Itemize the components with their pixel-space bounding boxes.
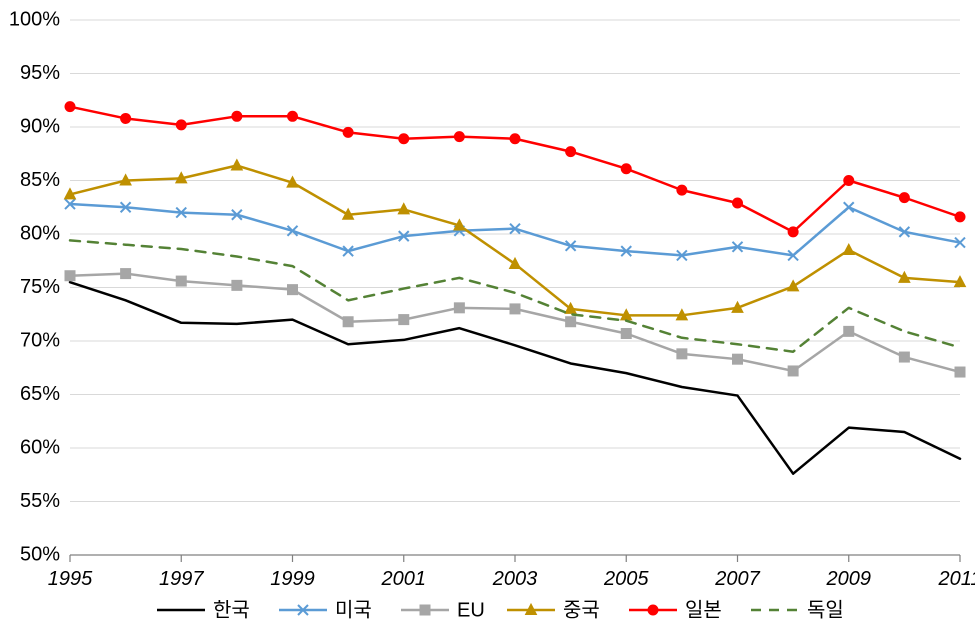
x-tick-label: 1995 — [48, 568, 93, 590]
legend-label: EU — [457, 599, 485, 621]
x-tick-label: 1999 — [270, 568, 315, 590]
chart-svg: 50% 55% 60% 65% 70% 75% 80% 85% 90% 95% 100% 1995 19… — [0, 0, 975, 637]
y-tick-label: 85% — [20, 169, 60, 191]
legend-label: 미국 — [335, 598, 372, 621]
line-chart: 50% 55% 60% 65% 70% 75% 80% 85% 90% 95% 100% 1995 19… — [0, 0, 975, 637]
y-tick-label: 65% — [20, 383, 60, 405]
x-tick-label: 2001 — [381, 568, 427, 590]
x-tick-label: 2011 — [937, 568, 975, 590]
y-tick-label: 100% — [9, 8, 60, 30]
y-tick-label: 50% — [20, 543, 60, 565]
y-tick-label: 75% — [20, 276, 60, 298]
x-tick-label: 1997 — [159, 568, 204, 590]
y-tick-label: 95% — [20, 62, 60, 84]
legend-label: 한국 — [213, 598, 250, 621]
y-tick-label: 90% — [20, 115, 60, 137]
x-tick-label: 2003 — [492, 568, 538, 590]
y-tick-label: 80% — [20, 222, 60, 244]
x-tick-label: 2005 — [603, 568, 649, 590]
x-tick-label: 2007 — [714, 568, 760, 590]
y-tick-label: 60% — [20, 436, 60, 458]
x-tick-label: 2009 — [826, 568, 872, 590]
legend-label: 독일 — [807, 598, 844, 621]
legend-label: 중국 — [563, 599, 600, 621]
y-tick-label: 70% — [20, 329, 60, 351]
legend-label: 일본 — [685, 598, 722, 621]
y-tick-label: 55% — [20, 490, 60, 512]
